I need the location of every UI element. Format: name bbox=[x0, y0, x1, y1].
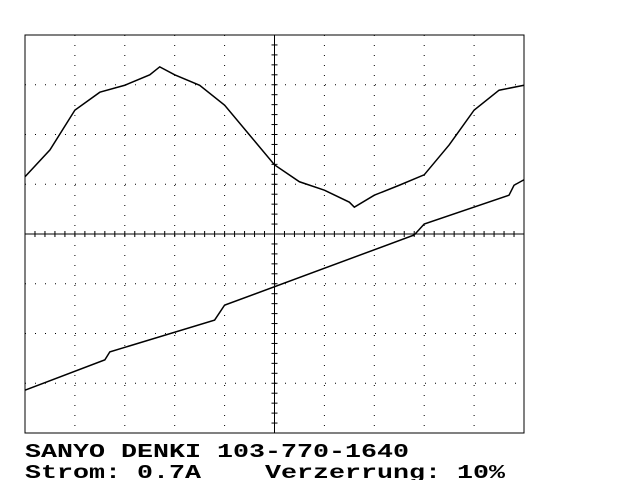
screen-border bbox=[24, 34, 525, 434]
distortion-readout: Verzerrung: 10% bbox=[265, 462, 506, 480]
trace bbox=[24, 179, 525, 391]
device-title: SANYO DENKI 103-770-1640 bbox=[25, 441, 409, 463]
trace bbox=[24, 65, 525, 209]
current-readout: Strom: 0.7A bbox=[25, 462, 202, 480]
